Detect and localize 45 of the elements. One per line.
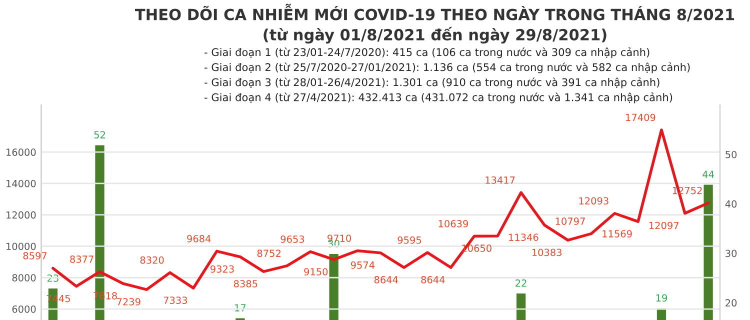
data-label: 9323 — [210, 265, 234, 273]
y2-tick-label: 20 — [726, 299, 737, 307]
data-label: 9150 — [304, 268, 328, 276]
data-label: 9684 — [187, 235, 211, 242]
data-label: 7333 — [164, 296, 188, 304]
data-label: 11569 — [602, 230, 632, 238]
data-label: 8377 — [70, 256, 94, 263]
y-tick-label: 10000 — [6, 242, 36, 250]
text: - Giai đoạn 4 (từ 27/4/2021): 432.413 ca (431.072 ca trong nước và 1.341 ca nhập cảnh) — [204, 92, 672, 104]
chart-title: THEO DÕI CA NHIỄM MỚI COVID-19 THEO NGÀY TRONG THÁNG 8/2021 — [134, 4, 734, 22]
data-label: 10383 — [532, 248, 562, 256]
y-tick-label: 6000 — [12, 305, 36, 313]
text: - Giai đoạn 2 (từ 25/7/2020-27/01/2021): 1.136 ca (554 ca trong nước và 582 ca nhập cảnh) — [204, 62, 690, 74]
y-tick-label: 14000 — [6, 180, 36, 188]
y-tick-label: 8000 — [12, 274, 36, 282]
data-label: 9653 — [280, 235, 304, 243]
data-label: 8752 — [257, 250, 280, 257]
text: - Giai đoạn 3 (từ 28/01-26/4/2021): 1.301 ca (910 ca trong nước và 391 ca nhập cảnh) — [204, 78, 660, 88]
data-label: 22 — [516, 279, 526, 287]
data-label: 44 — [702, 170, 714, 178]
data-label: 8644 — [421, 276, 445, 284]
data-label: 7239 — [117, 298, 140, 306]
y2-tick-label: 50 — [726, 150, 737, 158]
data-label: 10797 — [556, 218, 585, 225]
data-label: 13417 — [486, 176, 515, 184]
data-label: 19 — [656, 294, 667, 302]
data-label: 8644 — [374, 276, 398, 284]
data-label: 52 — [94, 131, 105, 138]
data-label: 12093 — [579, 197, 608, 205]
y2-tick-label: 30 — [726, 250, 737, 258]
data-label: 9574 — [350, 261, 375, 269]
data-label: 8320 — [140, 256, 164, 264]
data-label: 8597 — [23, 252, 47, 260]
y-tick-label: 16000 — [6, 148, 36, 156]
data-label: 9595 — [398, 236, 422, 244]
data-label: 8385 — [234, 280, 258, 288]
data-label: 9710 — [328, 234, 352, 242]
data-label: 10639 — [438, 220, 468, 228]
data-label: 17409 — [626, 114, 656, 122]
text: - Giai đoạn 1 (từ 23/01-24/7/2020): 415 ca (106 ca trong nước và 309 ca nhập cảnh) — [204, 47, 650, 58]
data-label: 12097 — [649, 222, 679, 230]
chart-subtitle: (từ ngày 01/8/2021 đến ngày 29/8/2021) — [264, 26, 606, 44]
data-label: 11346 — [509, 234, 538, 241]
y2-tick-label: 40 — [725, 200, 737, 208]
y-tick-label: 12000 — [6, 211, 36, 219]
